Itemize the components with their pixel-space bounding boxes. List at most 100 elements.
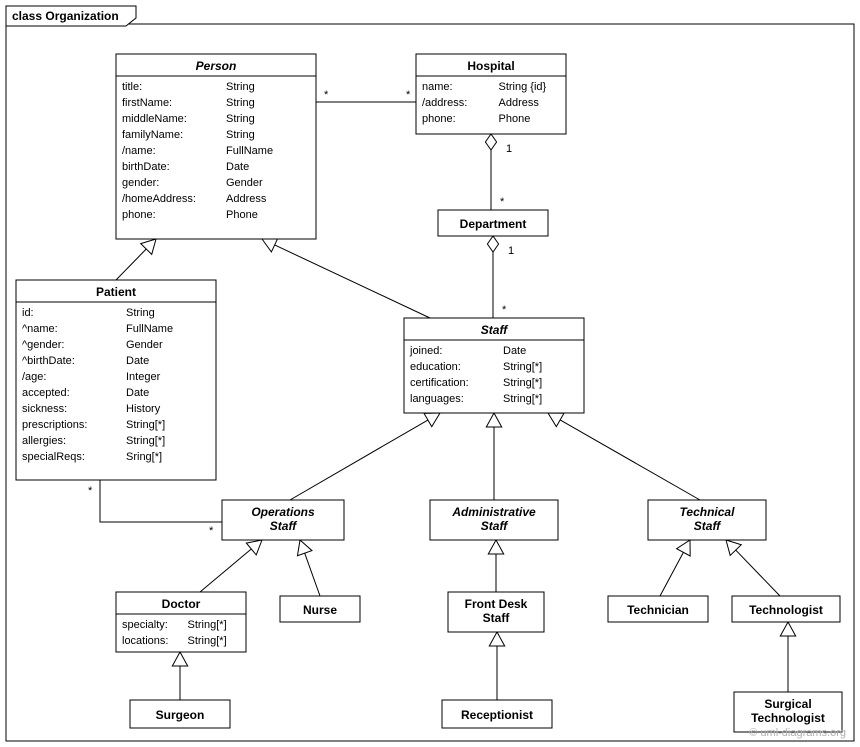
class-Technician: Technician bbox=[608, 596, 708, 622]
agg-mult: 1 bbox=[506, 143, 512, 155]
attr-name: /name: bbox=[122, 145, 156, 157]
class-title: Front Desk bbox=[465, 597, 528, 611]
attr-name: /age: bbox=[22, 371, 46, 383]
attr-type: String bbox=[226, 81, 255, 93]
attr-type: String bbox=[226, 97, 255, 109]
class-title: Staff bbox=[483, 611, 511, 625]
watermark: © uml-diagrams.org bbox=[749, 727, 846, 739]
class-Surgeon: Surgeon bbox=[130, 700, 230, 728]
attr-type: String bbox=[126, 307, 155, 319]
class-title: Technical bbox=[680, 505, 736, 519]
attr-name: accepted: bbox=[22, 387, 70, 399]
assoc-mult: * bbox=[209, 525, 214, 537]
class-OperationsStaff: OperationsStaff bbox=[222, 500, 344, 540]
attr-name: id: bbox=[22, 307, 34, 319]
attr-name: gender: bbox=[122, 177, 159, 189]
attr-name: phone: bbox=[122, 209, 156, 221]
attr-name: education: bbox=[410, 361, 461, 373]
class-title: Department bbox=[460, 217, 527, 231]
class-Nurse: Nurse bbox=[280, 596, 360, 622]
attr-name: name: bbox=[422, 81, 453, 93]
attr-type: String[*] bbox=[188, 619, 227, 631]
attr-type: String bbox=[226, 129, 255, 141]
attr-type: Date bbox=[226, 161, 249, 173]
class-title: Staff bbox=[270, 519, 297, 533]
attr-name: languages: bbox=[410, 393, 464, 405]
attr-type: String[*] bbox=[503, 361, 542, 373]
class-Doctor: Doctorspecialty:String[*]locations:Strin… bbox=[116, 592, 246, 652]
attr-name: joined: bbox=[409, 345, 442, 357]
class-title: Administrative bbox=[451, 505, 536, 519]
class-title: Nurse bbox=[303, 603, 337, 617]
attr-name: ^gender: bbox=[22, 339, 64, 351]
attr-type: String[*] bbox=[126, 435, 165, 447]
class-title: Surgeon bbox=[156, 708, 205, 722]
attr-name: birthDate: bbox=[122, 161, 170, 173]
attr-type: FullName bbox=[226, 145, 273, 157]
attr-type: String[*] bbox=[503, 377, 542, 389]
attr-type: Gender bbox=[226, 177, 263, 189]
class-AdministrativeStaff: AdministrativeStaff bbox=[430, 500, 558, 540]
class-title: Surgical bbox=[764, 697, 811, 711]
agg-mult: * bbox=[502, 304, 507, 316]
assoc-mult: * bbox=[324, 89, 329, 101]
class-Patient: Patient id: String ^name: FullName ^gender: Ge… bbox=[16, 280, 216, 480]
attr-type: Sring[*] bbox=[126, 451, 162, 463]
assoc-mult: * bbox=[406, 89, 411, 101]
attr-type: Date bbox=[503, 345, 526, 357]
attr-name: middleName: bbox=[122, 113, 187, 125]
class-title: Operations bbox=[251, 505, 315, 519]
attr-name: familyName: bbox=[122, 129, 183, 141]
attr-type: String[*] bbox=[503, 393, 542, 405]
attr-type: String[*] bbox=[188, 635, 227, 647]
attr-type: String[*] bbox=[126, 419, 165, 431]
class-title: Staff bbox=[481, 519, 508, 533]
attr-type: Phone bbox=[499, 113, 531, 125]
class-title: Person bbox=[196, 59, 237, 73]
assoc-mult: * bbox=[88, 485, 93, 497]
class-title: Staff bbox=[694, 519, 721, 533]
class-title: Technologist bbox=[749, 603, 823, 617]
attr-name: specialty: bbox=[122, 619, 168, 631]
class-title: Patient bbox=[96, 285, 136, 299]
attr-name: /address: bbox=[422, 97, 467, 109]
attr-type: Date bbox=[126, 355, 149, 367]
class-title: Doctor bbox=[162, 597, 201, 611]
class-Person: Person title: String firstName: String middle… bbox=[116, 54, 316, 239]
attr-name: ^name: bbox=[22, 323, 58, 335]
attr-name: specialReqs: bbox=[22, 451, 85, 463]
class-Hospital: Hospital name: String {id} /address: Address… bbox=[416, 54, 566, 134]
attr-type: Date bbox=[126, 387, 149, 399]
agg-mult: * bbox=[500, 196, 505, 208]
class-FrontDeskStaff: Front DeskStaff bbox=[448, 592, 544, 632]
attr-type: Phone bbox=[226, 209, 258, 221]
attr-name: certification: bbox=[410, 377, 469, 389]
frame-label: class Organization bbox=[12, 9, 119, 23]
class-title: Technician bbox=[627, 603, 689, 617]
attr-name: firstName: bbox=[122, 97, 172, 109]
attr-name: title: bbox=[122, 81, 142, 93]
class-title: Receptionist bbox=[461, 708, 533, 722]
attr-name: sickness: bbox=[22, 403, 67, 415]
uml-class-diagram: class Organization * * * * 1 * 1 * Person title: St… bbox=[0, 0, 860, 747]
attr-name: /homeAddress: bbox=[122, 193, 196, 205]
attr-type: Gender bbox=[126, 339, 163, 351]
attr-type: String bbox=[226, 113, 255, 125]
class-TechnicalStaff: TechnicalStaff bbox=[648, 500, 766, 540]
class-title: Hospital bbox=[467, 59, 514, 73]
attr-type: FullName bbox=[126, 323, 173, 335]
class-Staff: Staff joined: Date education: String[*] certi… bbox=[404, 318, 584, 413]
attr-type: String {id} bbox=[499, 81, 547, 93]
attr-type: History bbox=[126, 403, 161, 415]
class-Technologist: Technologist bbox=[732, 596, 840, 622]
attr-name: phone: bbox=[422, 113, 456, 125]
attr-type: Integer bbox=[126, 371, 161, 383]
attr-name: ^birthDate: bbox=[22, 355, 75, 367]
class-title: Staff bbox=[481, 323, 508, 337]
agg-mult: 1 bbox=[508, 245, 514, 257]
attr-name: allergies: bbox=[22, 435, 66, 447]
class-SurgicalTechnologist: SurgicalTechnologist bbox=[734, 692, 842, 732]
class-title: Technologist bbox=[751, 711, 825, 725]
attr-type: Address bbox=[226, 193, 267, 205]
attr-type: Address bbox=[499, 97, 540, 109]
